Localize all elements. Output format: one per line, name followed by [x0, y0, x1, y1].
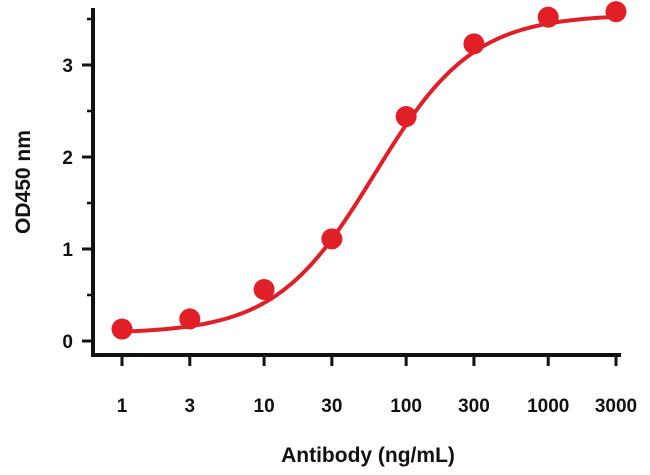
y-tick-label-1: 1: [62, 240, 73, 261]
y-tick-label-2: 2: [62, 148, 73, 169]
y-axis-title: OD450 nm: [12, 130, 35, 234]
x-tick-label-300: 300: [458, 396, 490, 417]
data-points: [111, 1, 627, 340]
fit-curve: [120, 14, 618, 334]
x-tick-label-100: 100: [390, 396, 422, 417]
y-tick-label-0: 0: [62, 332, 73, 353]
data-point-30: [321, 228, 343, 250]
data-point-1000: [537, 6, 559, 28]
x-axis-title: Antibody (ng/mL): [281, 444, 455, 467]
x-tick-label-3: 3: [184, 396, 195, 417]
tick-labels: 0 1 2 3 1 3 10 30 100 300 1000 3000: [62, 56, 637, 417]
data-point-300: [463, 33, 485, 55]
data-point-100: [395, 106, 417, 128]
data-point-1: [111, 318, 133, 340]
fit-curve-layer: [120, 14, 618, 334]
y-tick-label-3: 3: [62, 56, 73, 77]
axes: [82, 8, 621, 366]
data-point-3: [179, 308, 201, 330]
x-tick-label-10: 10: [254, 396, 275, 417]
x-tick-label-1: 1: [117, 396, 128, 417]
data-point-3000: [605, 1, 627, 23]
x-tick-label-1000: 1000: [527, 396, 569, 417]
data-point-10: [253, 278, 275, 300]
x-tick-label-3000: 3000: [595, 396, 637, 417]
x-tick-label-30: 30: [321, 396, 342, 417]
